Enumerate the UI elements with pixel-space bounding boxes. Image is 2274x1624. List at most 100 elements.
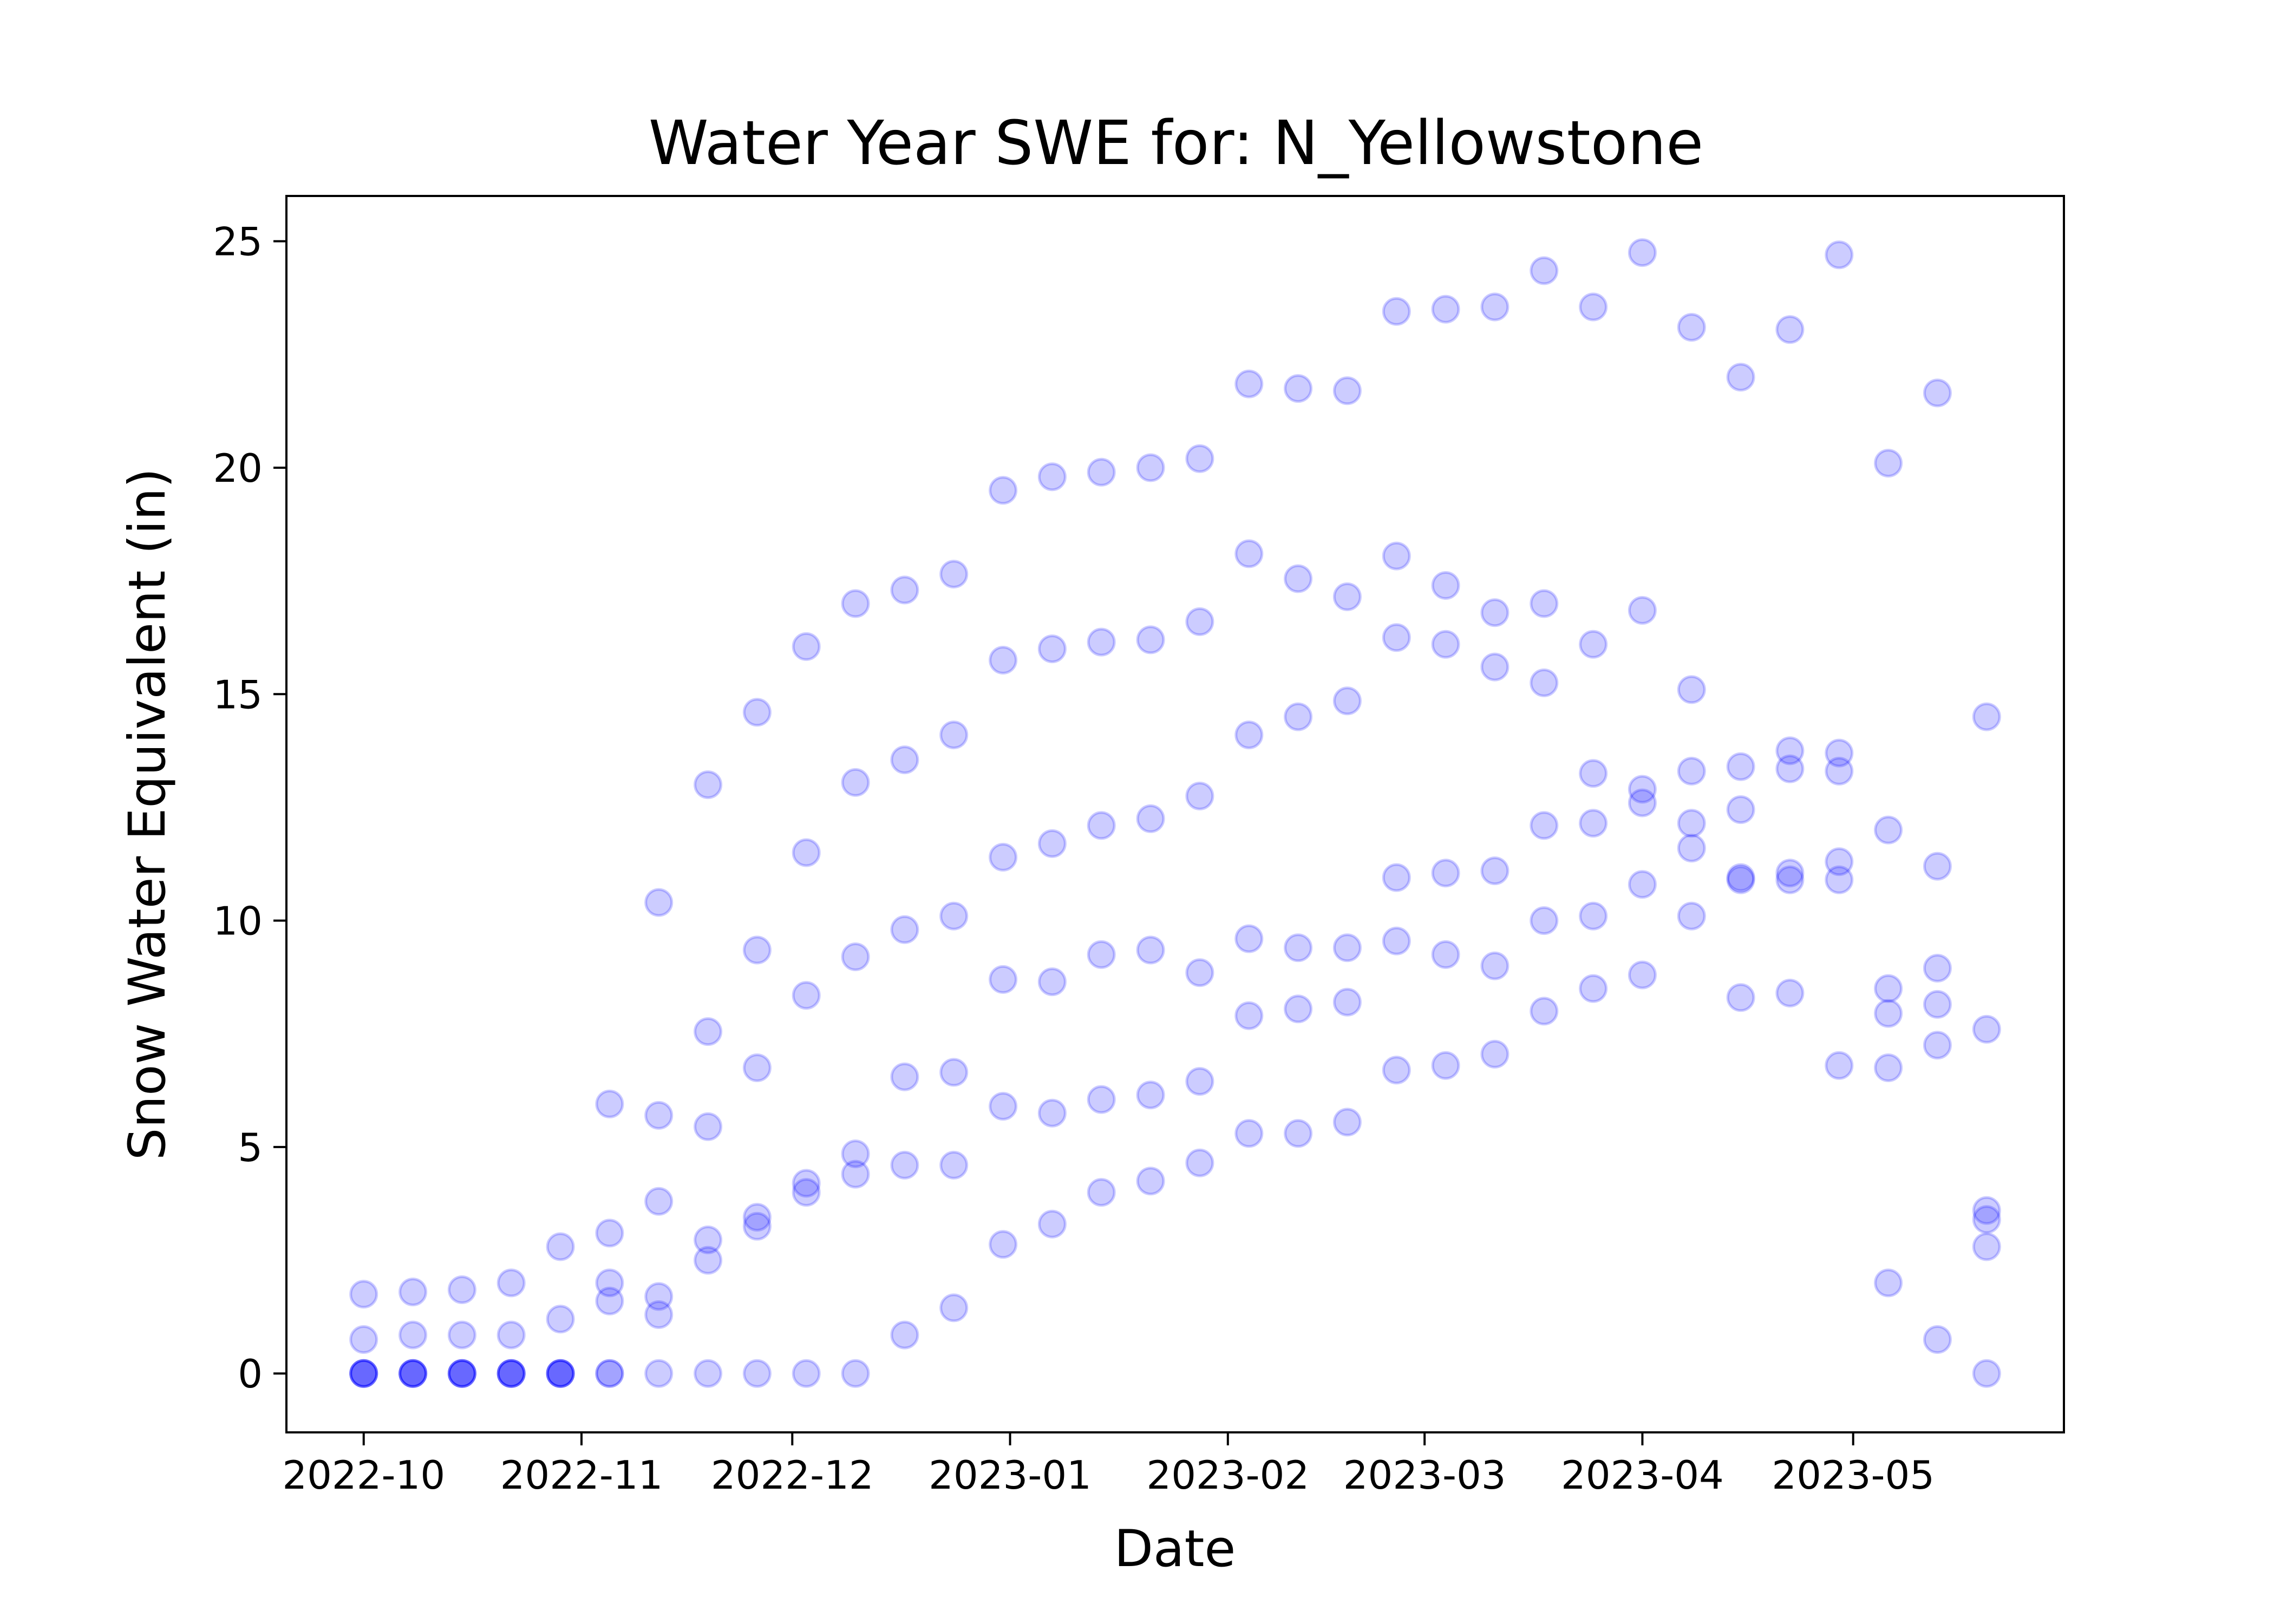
data-point — [1923, 954, 1952, 983]
y-axis-label: Snow Water Equivalent (in) — [118, 468, 177, 1161]
data-point — [1480, 598, 1510, 627]
data-point — [1677, 757, 1706, 785]
data-point — [595, 1089, 624, 1118]
data-point — [841, 942, 870, 971]
data-point — [1726, 752, 1755, 781]
data-point — [447, 1359, 476, 1388]
data-point — [398, 1359, 428, 1388]
data-point — [1234, 539, 1264, 568]
x-tick-label: 2023-03 — [1343, 1452, 1506, 1498]
data-point — [1972, 1014, 2001, 1044]
data-point — [1284, 374, 1313, 403]
data-point — [546, 1232, 575, 1261]
data-point — [398, 1320, 428, 1350]
data-point — [694, 1017, 723, 1046]
data-point — [694, 1225, 723, 1254]
data-point — [595, 1359, 624, 1388]
data-point — [1874, 974, 1903, 1003]
data-point — [1087, 627, 1116, 657]
data-point — [1530, 589, 1559, 618]
data-point — [1628, 775, 1657, 804]
data-point — [1874, 1268, 1903, 1298]
data-point — [1825, 1051, 1854, 1080]
data-point — [1431, 630, 1460, 659]
data-point — [742, 1212, 772, 1241]
data-point — [890, 1320, 919, 1350]
data-point — [1726, 983, 1755, 1012]
data-point — [1530, 906, 1559, 935]
data-point — [989, 1092, 1018, 1121]
data-point — [496, 1359, 526, 1388]
data-point — [644, 1101, 674, 1130]
y-tick-label: 0 — [238, 1351, 263, 1397]
data-point — [1923, 1031, 1952, 1060]
data-point — [742, 1053, 772, 1082]
data-point — [792, 981, 821, 1010]
data-point — [1775, 865, 1805, 894]
data-point — [1332, 933, 1362, 962]
x-tick-label: 2023-02 — [1146, 1452, 1309, 1498]
y-tick-label: 25 — [213, 219, 263, 265]
data-point — [1972, 1359, 2001, 1388]
data-point — [644, 1300, 674, 1329]
data-point — [1332, 987, 1362, 1017]
data-point — [1136, 804, 1165, 833]
data-point — [792, 1178, 821, 1207]
data-point — [1087, 811, 1116, 840]
data-point — [1234, 1001, 1264, 1030]
data-point — [694, 770, 723, 800]
y-tick-label: 15 — [213, 672, 263, 717]
data-point — [1332, 686, 1362, 716]
data-point — [1726, 795, 1755, 824]
data-point — [398, 1359, 428, 1388]
data-point — [1579, 759, 1608, 788]
data-point — [644, 888, 674, 917]
data-point — [1284, 1119, 1313, 1148]
y-axis: 0 5 10 15 20 25 — [213, 219, 286, 1397]
data-point — [644, 1359, 674, 1388]
data-point — [1923, 852, 1952, 881]
data-point — [1284, 933, 1313, 962]
data-point — [1923, 1325, 1952, 1354]
data-point — [349, 1359, 378, 1388]
data-point — [890, 1062, 919, 1091]
data-point — [1579, 974, 1608, 1003]
data-point — [1234, 721, 1264, 750]
data-point — [841, 768, 870, 797]
data-point — [1579, 809, 1608, 838]
data-point — [1087, 1178, 1116, 1207]
data-point — [447, 1359, 476, 1388]
data-point — [1480, 856, 1510, 886]
data-point — [349, 1359, 378, 1388]
data-point — [1628, 960, 1657, 990]
data-point — [1431, 294, 1460, 324]
data-point — [989, 843, 1018, 872]
data-point — [1185, 1148, 1214, 1177]
data-point — [1480, 1039, 1510, 1069]
data-point — [792, 1169, 821, 1198]
data-point — [349, 1325, 378, 1354]
data-point — [595, 1359, 624, 1388]
data-point — [841, 1140, 870, 1168]
data-point — [1332, 376, 1362, 405]
data-point — [644, 1187, 674, 1216]
data-point — [1972, 1196, 2001, 1225]
data-point — [742, 698, 772, 727]
data-point — [1136, 453, 1165, 482]
data-point — [792, 632, 821, 661]
data-point — [1185, 444, 1214, 473]
data-point — [1874, 1053, 1903, 1082]
data-point — [1185, 958, 1214, 987]
x-axis: 2022-10 2022-11 2022-12 2023-01 2023-02 2023-… — [282, 1432, 1935, 1498]
data-point — [841, 1160, 870, 1189]
data-point — [792, 1359, 821, 1388]
data-point — [349, 1359, 378, 1388]
y-tick-label: 5 — [238, 1125, 263, 1170]
data-point — [1284, 564, 1313, 593]
data-point — [496, 1359, 526, 1388]
data-point — [546, 1359, 575, 1388]
data-point — [1579, 292, 1608, 322]
data-point — [1332, 582, 1362, 611]
data-point — [398, 1278, 428, 1307]
